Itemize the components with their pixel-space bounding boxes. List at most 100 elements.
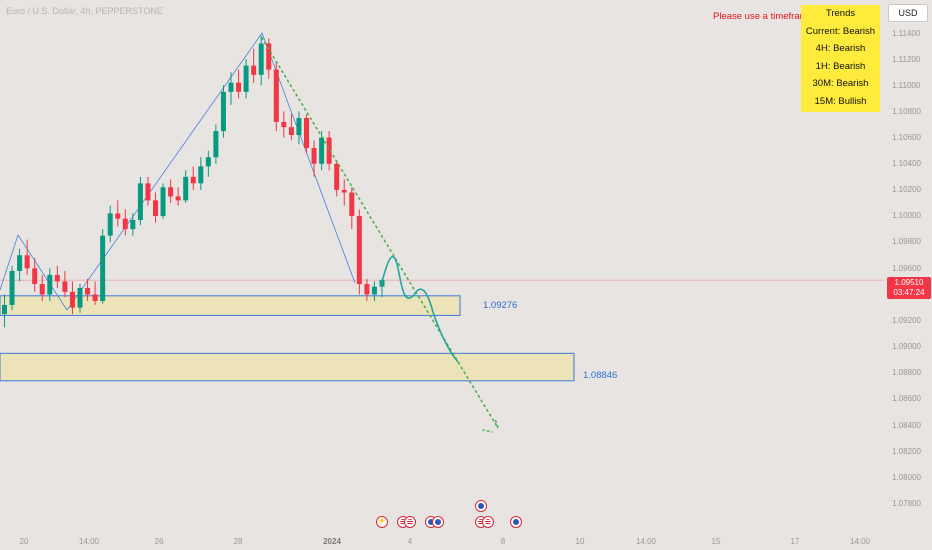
price-tick: 1.10000 — [892, 211, 921, 220]
time-tick: 26 — [154, 537, 164, 546]
candle-body — [198, 166, 204, 184]
projection-dotted-line — [261, 37, 499, 429]
candle-body — [236, 82, 242, 92]
candle-body — [205, 157, 211, 167]
trend-row-15m: 15M: Bullish — [814, 95, 867, 107]
candle-body — [100, 235, 106, 302]
candle-body — [183, 176, 189, 201]
us-flag-icon[interactable] — [404, 516, 416, 528]
time-tick: 14:00 — [635, 537, 657, 546]
zone-label-upper: 1.09276 — [483, 300, 518, 311]
candle-body — [356, 216, 362, 285]
trend-row-30m: 30M: Bearish — [812, 78, 869, 90]
candle-body — [130, 219, 136, 230]
time-tick-year: 2024 — [323, 537, 341, 546]
candle-body — [251, 65, 257, 75]
price-tick: 1.10800 — [892, 107, 921, 116]
candle-body — [62, 281, 68, 292]
price-tick: 1.09600 — [892, 264, 921, 273]
candle-body — [311, 148, 317, 164]
candle-body — [77, 287, 83, 308]
currency-button[interactable]: USD — [888, 4, 928, 22]
time-tick: 10 — [575, 537, 585, 546]
trend-row-current: Current: Bearish — [805, 25, 876, 37]
drawing-lines — [0, 32, 884, 311]
candle-body — [9, 270, 15, 305]
price-tick: 1.09000 — [892, 342, 921, 351]
candle-body — [153, 200, 158, 217]
timeframe-warning: Please use a timeframe — [713, 11, 802, 22]
candle-body — [190, 176, 196, 184]
support-zones — [0, 295, 575, 382]
candle-body — [85, 287, 91, 295]
eu-flag-icon[interactable] — [475, 500, 487, 512]
candle-body — [349, 192, 355, 217]
eu-flag-icon[interactable] — [432, 516, 444, 528]
eu-flag-icon[interactable] — [510, 516, 522, 528]
current-price-value: 1.09510 — [894, 278, 924, 287]
candle-body — [334, 163, 340, 190]
price-tick: 1.11200 — [892, 55, 921, 64]
time-axis[interactable]: 20 14:00 26 28 2024 4 8 10 14:00 15 17 1… — [0, 530, 884, 550]
candle-body — [107, 213, 113, 236]
bar-countdown: 03:47:24 — [893, 288, 925, 297]
forecast-curve — [380, 255, 459, 363]
price-tick: 1.09200 — [892, 316, 921, 325]
price-tick: 1.08200 — [892, 447, 921, 456]
candle-body — [145, 183, 151, 201]
time-tick: 8 — [500, 537, 506, 546]
candle-body — [115, 213, 121, 219]
lightning-icon[interactable]: ⚡ — [376, 516, 388, 528]
price-axis[interactable]: 1.11400 1.11200 1.11000 1.10800 1.10600 … — [884, 0, 932, 550]
zone-rect — [0, 295, 461, 316]
trends-table: Trends Current: Bearish 4H: Bearish 1H: … — [801, 5, 880, 112]
candle-body — [371, 286, 377, 295]
price-tick: 1.10600 — [892, 133, 921, 142]
projection-drawings — [261, 37, 499, 433]
symbol-title: Euro / U.S. Dollar, 4h, PEPPERSTONE — [6, 6, 163, 16]
zone-label-lower: 1.08846 — [583, 370, 618, 381]
candle-body — [273, 69, 279, 122]
candle-body — [2, 304, 7, 315]
candle-body — [228, 82, 234, 92]
candle-body — [160, 187, 166, 217]
candle-body — [266, 43, 272, 70]
time-tick: 17 — [790, 537, 800, 546]
candle-body — [39, 284, 45, 295]
price-tick: 1.08000 — [892, 473, 921, 482]
candle-body — [32, 268, 38, 285]
candle-body — [137, 183, 143, 220]
projection-dotted-end — [482, 429, 493, 433]
candle-body — [69, 291, 75, 308]
zigzag-line — [0, 32, 356, 311]
candle-body — [24, 255, 30, 269]
candle-body — [92, 294, 98, 302]
time-tick: 20 — [19, 537, 29, 546]
candle-body — [243, 65, 249, 92]
price-tick: 1.10400 — [892, 159, 921, 168]
price-tick: 1.11000 — [892, 81, 921, 90]
time-tick: 14:00 — [849, 537, 871, 546]
price-tick: 1.11400 — [892, 29, 921, 38]
current-price-badge: 1.09510 03:47:24 — [887, 277, 931, 299]
price-tick: 1.09800 — [892, 237, 921, 246]
candlestick-series — [2, 35, 385, 328]
candle-body — [54, 274, 60, 282]
time-tick: 28 — [233, 537, 243, 546]
trend-row-1h: 1H: Bearish — [815, 60, 866, 72]
candle-body — [17, 255, 23, 271]
candle-body — [213, 131, 219, 158]
time-tick: 15 — [711, 537, 721, 546]
time-tick: 14:00 — [78, 537, 100, 546]
candle-body — [175, 196, 181, 201]
candle-body — [168, 187, 174, 197]
price-tick: 1.07800 — [892, 499, 921, 508]
us-flag-icon[interactable] — [482, 516, 494, 528]
candle-body — [364, 284, 370, 295]
candle-body — [47, 274, 53, 295]
price-tick: 1.08800 — [892, 368, 921, 377]
candle-body — [220, 91, 226, 132]
candle-body — [319, 137, 325, 164]
candle-body — [326, 137, 332, 164]
